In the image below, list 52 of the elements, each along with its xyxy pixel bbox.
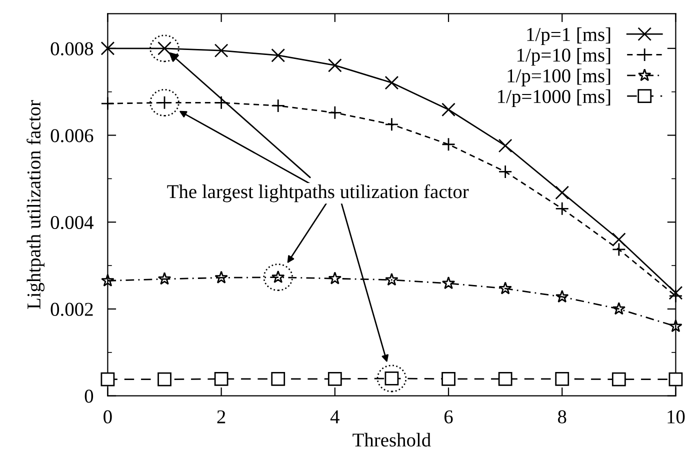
point [214, 372, 228, 386]
point [612, 372, 626, 386]
point [668, 286, 683, 300]
point [384, 117, 399, 132]
y-tick-label: 0.002 [50, 302, 93, 316]
point [612, 242, 626, 256]
point [555, 372, 570, 386]
point [498, 372, 512, 386]
point [442, 372, 456, 386]
y-tick-label: 0.006 [50, 129, 94, 142]
x-tick-label: 0 [104, 410, 112, 424]
point [555, 202, 570, 216]
point [328, 106, 342, 120]
x-tick-label: 8 [558, 410, 566, 424]
x-tick-label: 6 [444, 410, 453, 424]
legend-label: 1/p=1000 [ms] [498, 89, 610, 108]
point [214, 44, 228, 58]
point [385, 272, 398, 286]
x-tick-label: 2 [217, 410, 226, 424]
x-tick-label: 10 [668, 410, 685, 424]
point [271, 48, 286, 62]
point [101, 274, 114, 287]
y-tick-label: 0.008 [50, 42, 94, 56]
point [498, 282, 512, 294]
y-axis-title: Lightpath utilization factor [26, 100, 45, 309]
y-tick-label: 0 [84, 390, 94, 403]
point [328, 58, 342, 72]
point [158, 372, 172, 386]
point [158, 272, 172, 285]
point [442, 102, 456, 117]
point [612, 232, 626, 246]
legend-label: 1/p=10 [ms] [517, 48, 610, 66]
x-axis-title: Threshold [352, 432, 431, 447]
point [328, 372, 342, 386]
point [668, 372, 683, 386]
point [271, 372, 286, 386]
point [384, 76, 399, 90]
point [100, 372, 115, 386]
y-tick-label: 0.004 [50, 216, 94, 230]
annotation: The largest lightpaths utilization factor [167, 184, 469, 202]
point [555, 290, 569, 303]
point [442, 137, 456, 152]
point [555, 186, 570, 200]
point [442, 276, 456, 290]
point [214, 270, 228, 284]
legend-label: 1/p=1 [ms] [527, 27, 610, 46]
point [669, 319, 682, 332]
point [328, 272, 342, 284]
x-tick-label: 4 [330, 410, 340, 424]
point [612, 302, 626, 315]
legend-label: 1/p=100 [ms] [508, 68, 610, 86]
point [498, 138, 512, 153]
